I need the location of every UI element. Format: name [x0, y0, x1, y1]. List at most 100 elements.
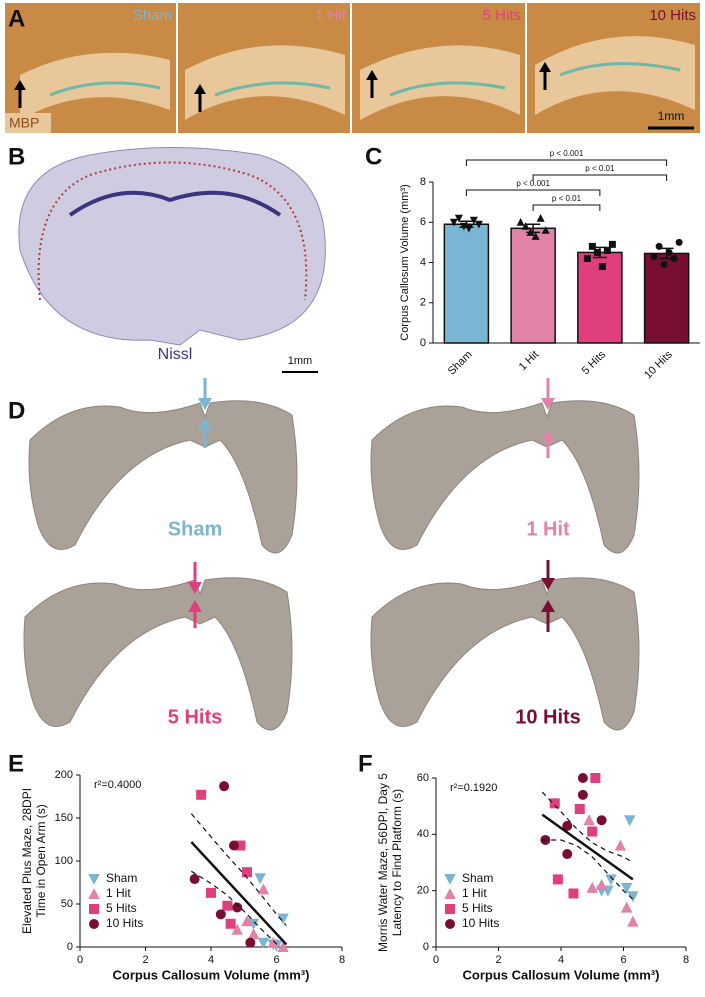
point	[526, 228, 535, 236]
confidence-band	[542, 839, 634, 900]
point	[89, 904, 99, 914]
legend-label: 10 Hits	[106, 916, 143, 930]
y-tick-label: 6	[420, 216, 426, 228]
y-tick-label: 200	[55, 769, 73, 781]
y-tick-label: 150	[55, 812, 73, 824]
legend-label: 1 Hit	[106, 886, 131, 900]
legend-label: 5 Hits	[462, 901, 493, 915]
y-tick-label: 2	[420, 297, 426, 309]
point	[242, 867, 253, 878]
point	[459, 222, 468, 231]
point	[257, 883, 270, 895]
x-tick-label: 8	[339, 954, 345, 966]
significance-label: p < 0.01	[552, 194, 582, 203]
nissl-image	[18, 147, 326, 373]
significance-bracket	[465, 189, 601, 196]
point	[577, 773, 588, 783]
point	[474, 220, 483, 229]
y-tick-label: 4	[420, 256, 426, 268]
y-tick-label: 60	[417, 772, 429, 784]
panel-label: D	[8, 397, 25, 424]
confidence-band	[190, 813, 287, 926]
point	[206, 887, 216, 898]
point	[552, 874, 563, 885]
point	[665, 248, 673, 256]
y-tick-label: 0	[67, 941, 73, 953]
point	[660, 261, 668, 269]
panel-label: B	[8, 143, 25, 170]
image-title: 10 Hits	[649, 7, 696, 24]
point	[650, 252, 658, 260]
legend-label: 1 Hit	[462, 886, 487, 900]
significance-bracket	[532, 204, 601, 211]
point	[577, 789, 588, 800]
point	[245, 937, 256, 948]
point	[88, 874, 100, 885]
point	[469, 216, 478, 225]
point	[444, 874, 456, 885]
y-axis-label: Latency to Find Platform (s)	[390, 789, 404, 936]
image-title: 1 Hit	[315, 7, 347, 24]
significance-label: p < 0.01	[585, 164, 615, 173]
image-title: 5 Hits	[483, 7, 521, 24]
point	[655, 242, 663, 250]
y-tick-label: 8	[420, 176, 426, 188]
point	[235, 840, 246, 851]
y-tick-label: 0	[420, 337, 426, 349]
point	[222, 900, 233, 911]
point	[620, 882, 633, 894]
group-title: 5 Hits	[168, 706, 222, 728]
point	[608, 240, 616, 248]
scale-label: 1mm	[658, 109, 685, 123]
legend-label: 5 Hits	[106, 901, 137, 915]
panel-label: E	[8, 750, 24, 777]
fit-line	[541, 813, 634, 881]
point	[247, 928, 260, 940]
point	[549, 798, 560, 809]
significance-bracket	[532, 174, 668, 181]
x-axis-label: Corpus Callosum Volume (mm³)	[463, 967, 660, 982]
point	[614, 839, 627, 851]
mbp-images	[5, 3, 700, 133]
x-axis-label: Corpus Callosum Volume (mm³)	[113, 967, 310, 982]
y-tick-label: 20	[417, 885, 429, 897]
point	[277, 941, 289, 952]
significance-label: p < 0.001	[550, 149, 584, 158]
point	[232, 902, 243, 913]
bar	[510, 227, 556, 344]
point	[247, 918, 260, 930]
significance-bracket	[465, 159, 668, 166]
point	[531, 232, 540, 240]
x-tick-label: 0	[433, 954, 439, 966]
point	[257, 937, 270, 949]
point	[189, 874, 200, 885]
point	[225, 918, 236, 929]
point	[603, 246, 611, 254]
point	[536, 214, 545, 222]
x-tick-label: 5 Hits	[580, 348, 609, 377]
point	[277, 913, 289, 925]
point	[595, 879, 608, 891]
y-tick-label: 50	[61, 898, 73, 910]
point	[88, 888, 100, 899]
point	[541, 226, 550, 234]
point	[267, 936, 279, 948]
point	[568, 888, 579, 899]
point	[454, 214, 463, 223]
point	[593, 248, 601, 256]
group-title: 10 Hits	[515, 706, 581, 728]
x-tick-label: 6	[620, 954, 626, 966]
point	[516, 218, 525, 226]
group-title: 1 Hit	[526, 518, 570, 540]
bar	[443, 223, 490, 344]
point	[445, 904, 455, 914]
point	[521, 222, 530, 230]
point	[620, 901, 633, 913]
significance-label: p < 0.001	[516, 179, 550, 188]
legend-label: Sham	[106, 871, 137, 885]
point	[445, 919, 455, 929]
image-title: Sham	[133, 7, 172, 24]
point	[590, 773, 601, 783]
point	[464, 224, 473, 233]
x-tick-label: 4	[208, 954, 214, 966]
